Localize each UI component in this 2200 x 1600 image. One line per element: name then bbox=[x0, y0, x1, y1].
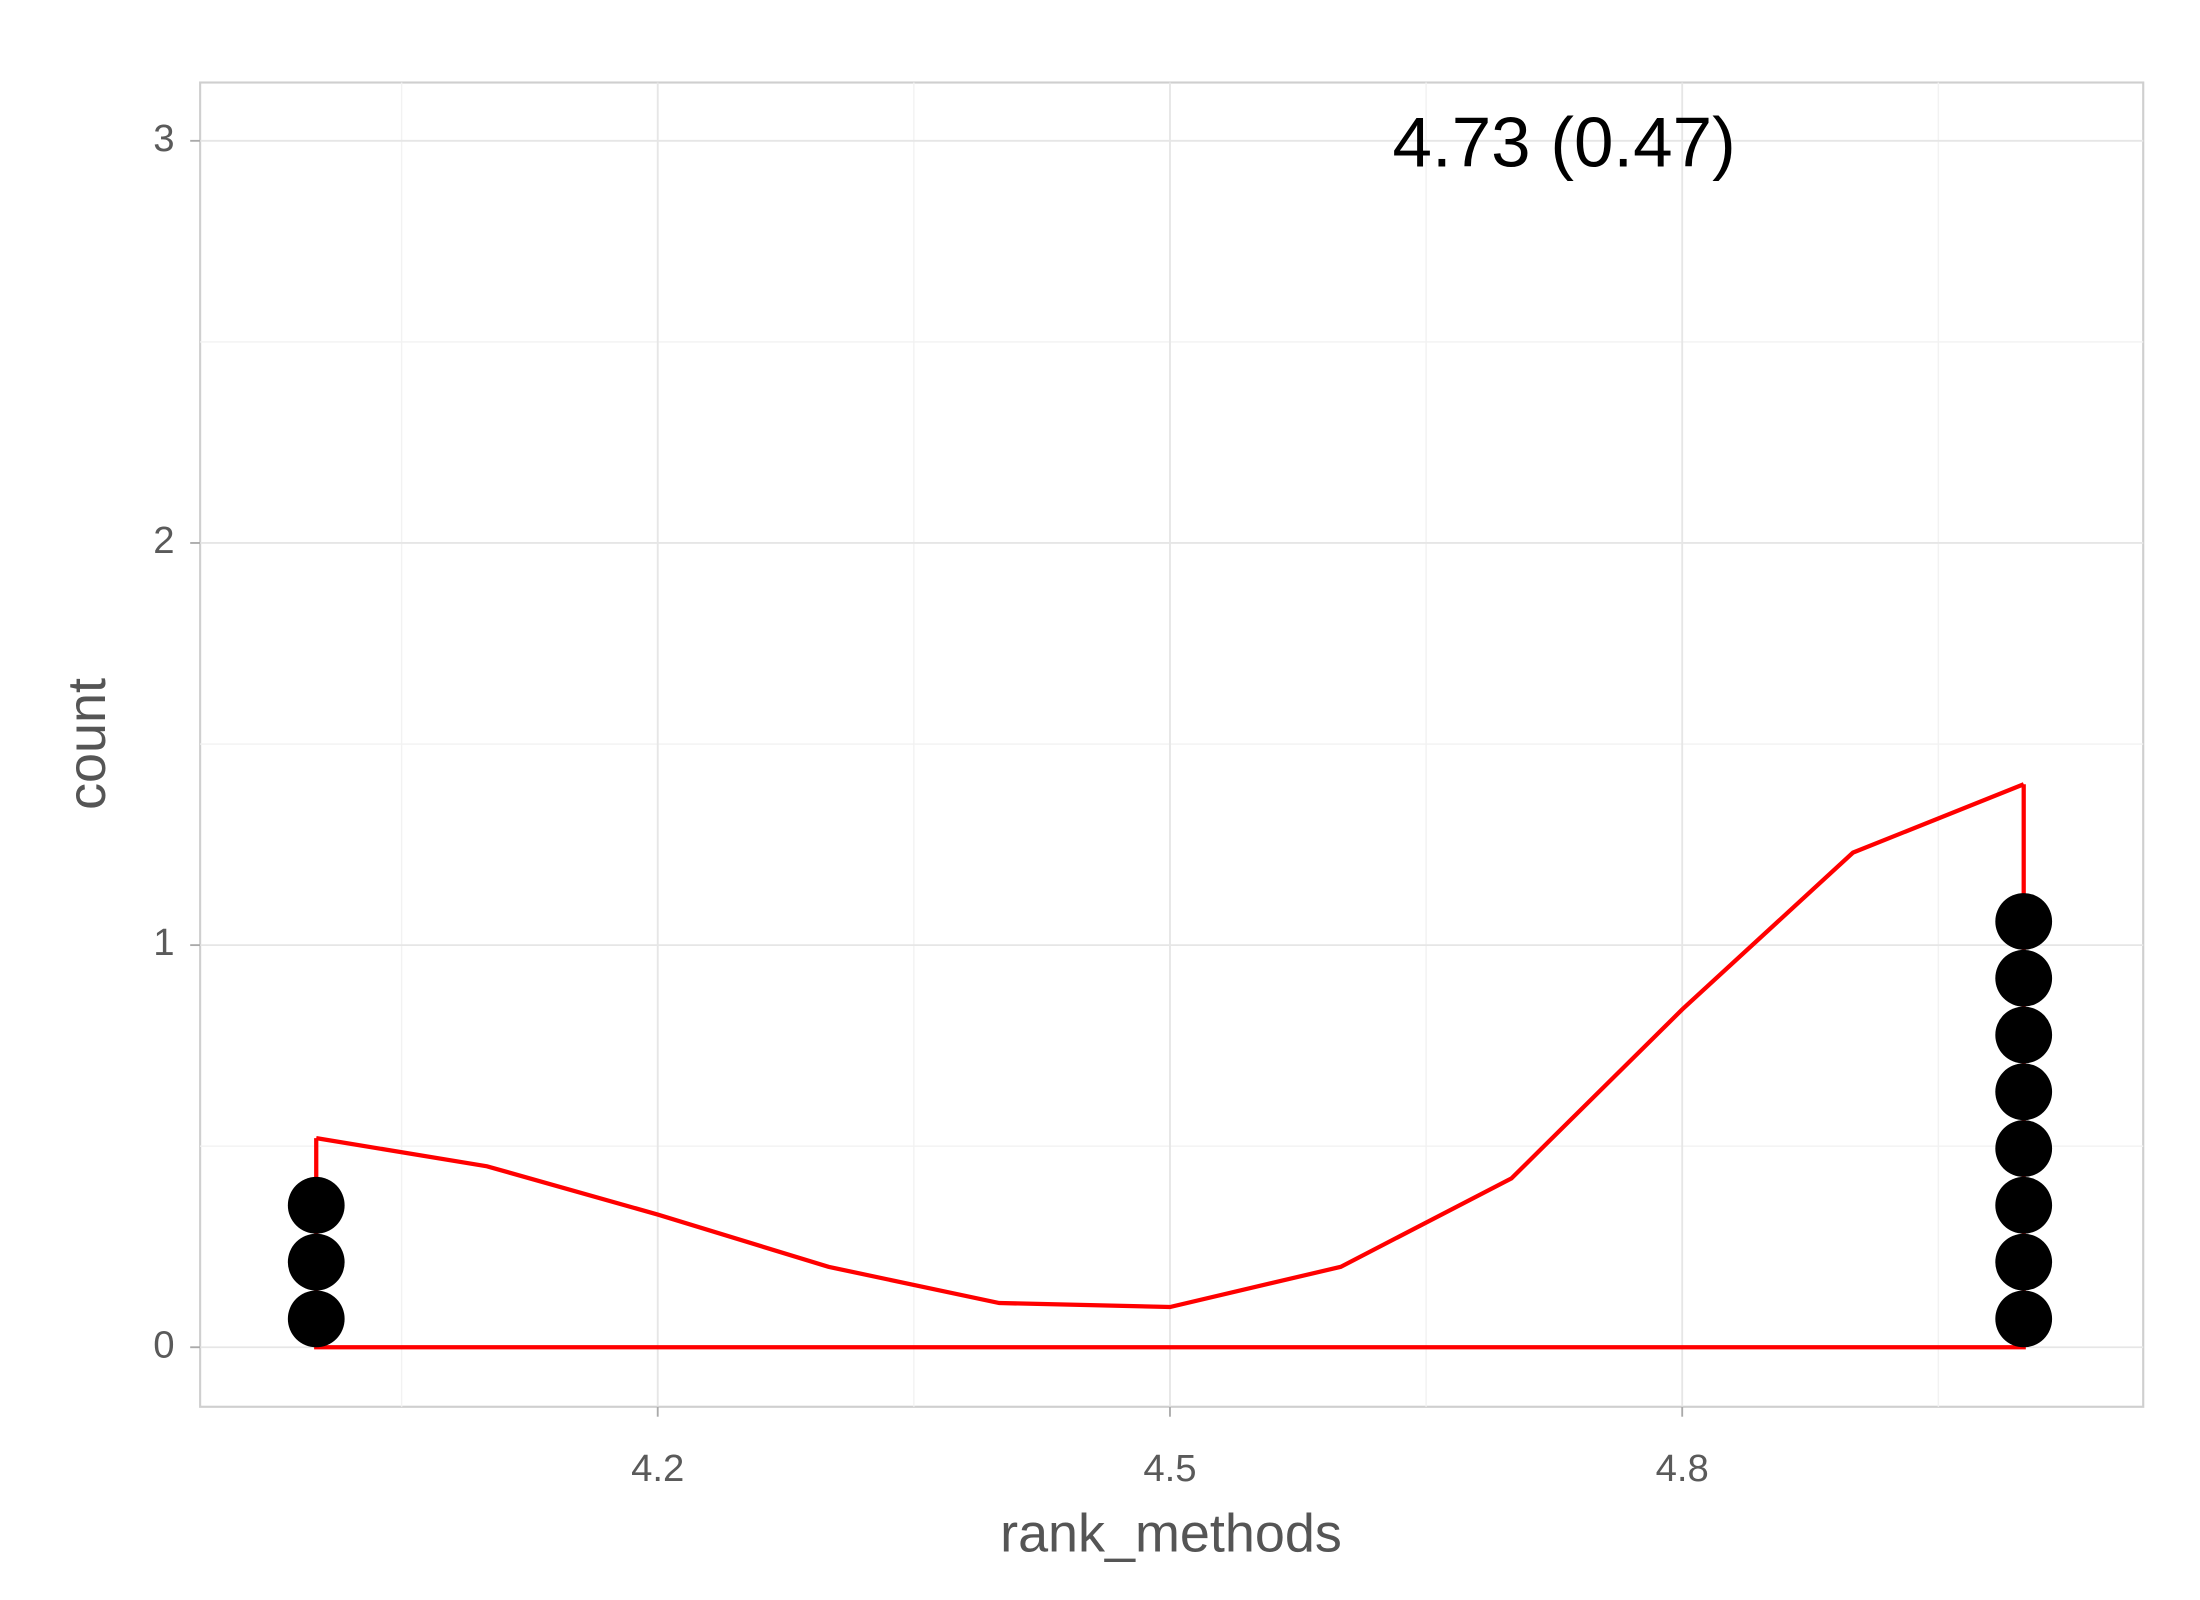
dot bbox=[287, 1290, 345, 1348]
dot bbox=[1995, 1290, 2053, 1348]
dot bbox=[1995, 893, 2053, 950]
dot bbox=[1995, 1233, 2053, 1291]
x-tick-label: 4.8 bbox=[1656, 1447, 1709, 1490]
y-axis-title: count bbox=[57, 678, 117, 810]
dot bbox=[287, 1233, 345, 1291]
x-tick-label: 4.2 bbox=[631, 1447, 684, 1490]
density-line bbox=[315, 782, 2025, 1310]
dot bbox=[1995, 1063, 2053, 1121]
x-axis-title: rank_methods bbox=[1000, 1504, 1342, 1564]
dot bbox=[1995, 1176, 2053, 1234]
y-tick-label: 2 bbox=[153, 519, 174, 562]
dot bbox=[287, 1176, 345, 1234]
dot bbox=[1995, 1120, 2053, 1177]
annotation: 4.73 (0.47) bbox=[1393, 104, 1736, 183]
y-tick-label: 0 bbox=[153, 1323, 174, 1366]
x-tick-label: 4.5 bbox=[1143, 1447, 1196, 1490]
y-tick-label: 3 bbox=[153, 117, 174, 160]
y-tick-label: 1 bbox=[153, 921, 174, 964]
dot bbox=[1995, 949, 2053, 1007]
dot bbox=[1995, 1006, 2053, 1064]
